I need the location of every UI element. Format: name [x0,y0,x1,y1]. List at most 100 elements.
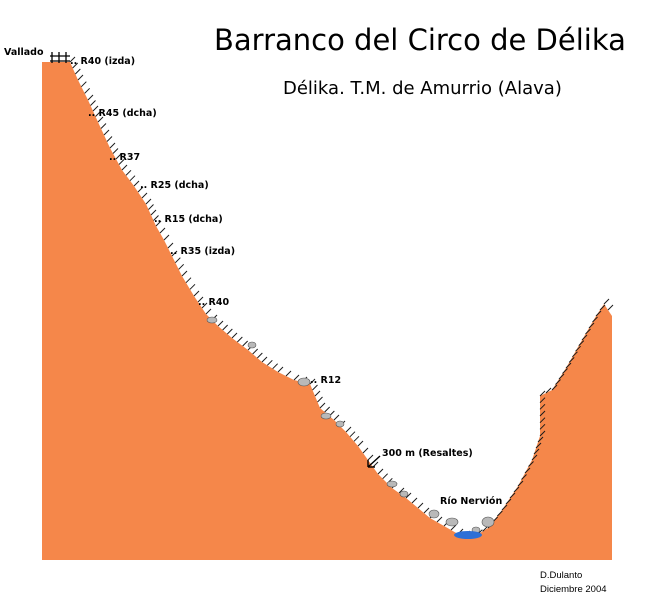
hatch-mark [197,296,204,303]
hatch-mark [496,510,503,517]
hatch-mark [539,403,546,410]
hatch-mark [568,357,575,363]
hatch-mark [509,492,516,499]
hatch-mark [133,180,140,187]
hatch-mark [112,148,119,154]
fence-icon [50,52,70,63]
rock [445,517,459,527]
hatch-mark [145,198,152,205]
hatch-mark [501,504,508,511]
rock [206,316,218,324]
hatch-mark [578,340,585,346]
author-credit: D.Dulanto [540,570,582,581]
hatch-mark [377,468,384,475]
hatch-mark [505,498,512,505]
hatch-mark [585,328,591,335]
hatch-mark [74,68,81,75]
hatch-mark [545,387,552,394]
hatch-mark [137,186,144,193]
hatch-mark [178,263,185,270]
date-credit: Diciembre 2004 [540,584,607,595]
hatch-mark [319,402,326,409]
hatch-mark [185,277,192,284]
hatch-mark [77,74,84,81]
hatch-mark [558,373,565,380]
hatch-mark [513,486,520,493]
hatch-mark [193,290,200,297]
hatch-mark [106,136,113,142]
hatch-mark [153,215,159,221]
hatch-mark [524,467,531,474]
rock [481,516,495,528]
hatch-mark [539,423,546,430]
hatch-mark [174,257,181,264]
hatch-mark [293,374,300,381]
rappel-label-r35-izda: .. R35 (izda) [170,246,235,257]
hatch-mark [217,320,224,327]
hatch-mark [575,345,581,352]
canyon-terrain [42,62,612,560]
hatch-mark [277,366,284,373]
rock [335,420,345,428]
hatch-mark [256,352,263,359]
rock [428,509,440,519]
hatch-mark [317,396,323,403]
hatch-mark [555,379,561,385]
hatch-mark [150,209,157,216]
hatch-mark [129,175,136,182]
rock [247,341,257,349]
hatch-mark [252,348,259,355]
hatch-mark [242,340,249,347]
resaltes-label: 300 m (Resaltes) [382,448,473,459]
hatch-mark [539,430,546,437]
rappel-label-r40-izda: .. R40 (izda) [70,56,135,67]
hatch-mark [97,116,104,123]
hatch-mark [163,234,170,241]
hatch-mark [565,362,572,369]
hatch-mark [333,414,340,421]
hatch-mark [95,111,101,117]
hatch-mark [312,384,318,391]
rappel-label-r15-dcha: .. R15 (dcha) [154,214,223,225]
rappel-label-r25-dcha: .. R25 (dcha) [140,180,209,191]
hatch-mark [349,431,356,438]
hatch-mark [572,351,578,358]
hatch-mark [382,473,389,480]
hatch-mark [309,378,316,385]
hatch-mark [357,440,364,447]
resaltes-arrow [367,455,381,468]
rocks [206,316,495,534]
rappel-label-r37: .. R37 [109,152,140,163]
hatch-mark [517,480,524,487]
hatch-mark [423,507,430,514]
hatch-mark [417,502,424,509]
hatch-mark [539,417,546,424]
hatch-mark [159,227,166,234]
hatch-mark [603,298,610,305]
river-label: Río Nervión [440,496,502,507]
hatch-mark [588,322,595,329]
hatch-mark [539,397,546,404]
hatch-mark [562,368,568,374]
hatch-mark [92,105,99,112]
hatch-mark [353,435,360,442]
hatch-mark [141,192,148,199]
rappel-label-r12: .. R12 [310,375,341,386]
hatch-mark [155,220,162,227]
hatch-mark [607,304,614,311]
hatch-mark [539,410,546,417]
rock [320,412,332,420]
hatch-mark [539,390,546,397]
hatch-mark [592,316,598,323]
hatch-mark [314,390,321,397]
hatch-mark [533,448,540,455]
hatch-mark [367,454,374,461]
hatch-mark [84,87,91,94]
hatch-mark [531,454,538,461]
hatch-mark [537,436,544,443]
rock [399,490,409,498]
hatch-mark [80,81,87,88]
hatch-mark [599,304,606,311]
hatch-mark [450,524,457,531]
